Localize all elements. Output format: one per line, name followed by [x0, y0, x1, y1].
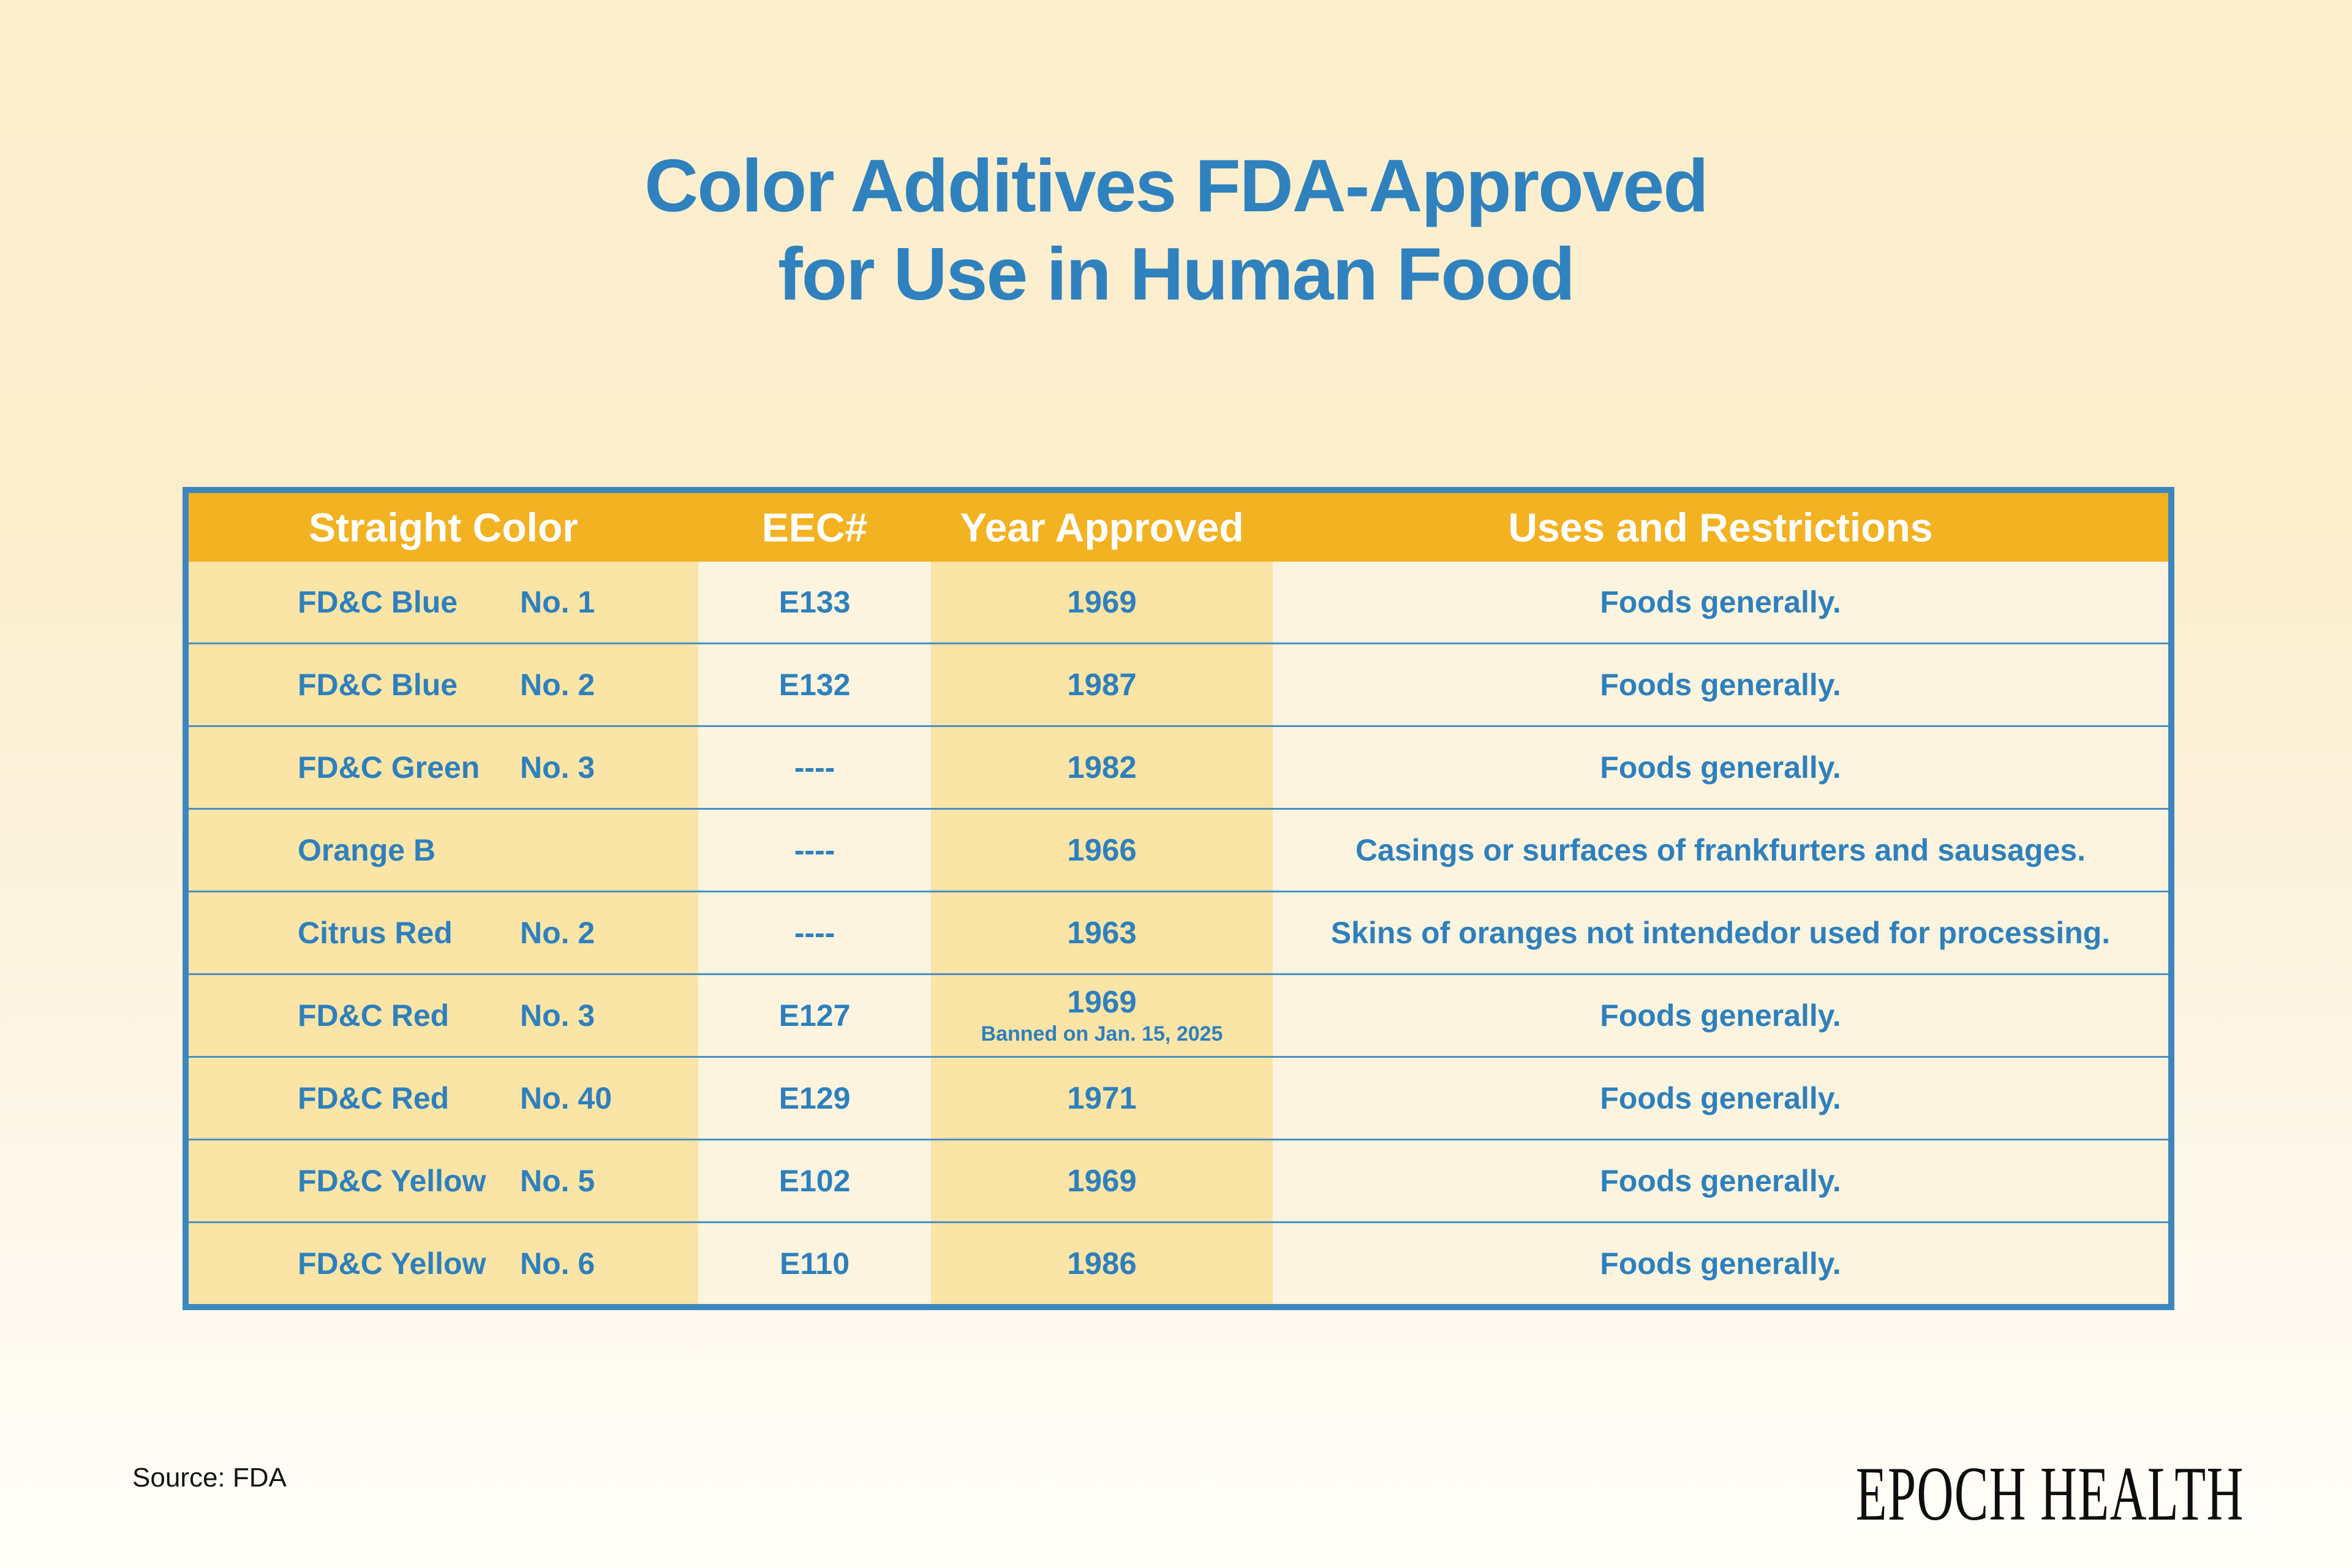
cell-straight-color: FD&C Red No. 3: [189, 975, 698, 1056]
cell-eec: E129: [698, 1058, 931, 1139]
cell-eec: E110: [698, 1223, 931, 1304]
year-value: 1971: [1067, 1080, 1137, 1115]
color-number: No. 2: [520, 668, 595, 702]
header-uses-restrictions: Uses and Restrictions: [1508, 505, 1933, 550]
cell-year: 1969: [931, 562, 1273, 643]
cell-uses: Foods generally.: [1273, 1140, 2168, 1221]
table-row: FD&C Red No. 3 E127 1969 Banned on Jan. …: [189, 973, 2168, 1056]
color-name: Orange B: [298, 833, 436, 867]
cell-year: 1987: [931, 644, 1273, 725]
cell-straight-color: FD&C Green No. 3: [189, 727, 698, 808]
table-header-row: Straight Color EEC# Year Approved Uses a…: [189, 493, 2168, 562]
header-straight-color: Straight Color: [309, 505, 578, 550]
year-value: 1969: [1067, 1163, 1137, 1198]
table-row: FD&C Blue No. 1 E133 1969 Foods generall…: [189, 562, 2168, 643]
year-note: Banned on Jan. 15, 2025: [981, 1022, 1223, 1046]
color-name: FD&C Yellow: [298, 1164, 486, 1198]
cell-year: 1982: [931, 727, 1273, 808]
cell-year: 1969: [931, 1140, 1273, 1221]
year-value: 1986: [1067, 1245, 1137, 1281]
cell-eec: ----: [698, 727, 931, 808]
table-row: FD&C Yellow No. 5 E102 1969 Foods genera…: [189, 1139, 2168, 1221]
cell-eec: E127: [698, 975, 931, 1056]
cell-uses: Casings or surfaces of frankfurters and …: [1273, 810, 2168, 891]
cell-uses: Foods generally.: [1273, 727, 2168, 808]
color-number: No. 40: [520, 1081, 612, 1115]
cell-uses: Foods generally.: [1273, 1058, 2168, 1139]
color-number: No. 6: [520, 1246, 595, 1281]
color-number: No. 1: [520, 585, 595, 619]
source-credit: Source: FDA: [132, 1463, 287, 1493]
cell-straight-color: FD&C Blue No. 2: [189, 644, 698, 725]
color-name: FD&C Red: [298, 1081, 450, 1115]
year-value: 1966: [1067, 832, 1137, 867]
page-title-line2: for Use in Human Food: [778, 232, 1575, 315]
table-row: FD&C Green No. 3 ---- 1982 Foods general…: [189, 725, 2168, 808]
cell-straight-color: FD&C Yellow No. 6: [189, 1223, 698, 1304]
header-eec: EEC#: [761, 505, 868, 550]
color-name: FD&C Green: [298, 750, 480, 785]
cell-year: 1971: [931, 1058, 1273, 1139]
cell-eec: E132: [698, 644, 931, 725]
cell-year: 1969 Banned on Jan. 15, 2025: [931, 975, 1273, 1056]
color-name: FD&C Blue: [298, 668, 458, 702]
year-value: 1963: [1067, 914, 1137, 950]
cell-uses: Foods generally.: [1273, 1223, 2168, 1304]
cell-uses: Foods generally.: [1273, 644, 2168, 725]
page-title: Color Additives FDA-Approved for Use in …: [0, 142, 2352, 318]
color-name: FD&C Red: [298, 998, 450, 1033]
epoch-health-logo: EPOCH HEALTH: [1855, 1452, 2244, 1537]
year-value: 1987: [1067, 666, 1137, 702]
cell-straight-color: FD&C Yellow No. 5: [189, 1140, 698, 1221]
color-name: Citrus Red: [298, 916, 453, 950]
table-row: FD&C Red No. 40 E129 1971 Foods generall…: [189, 1056, 2168, 1139]
table-row: FD&C Blue No. 2 E132 1987 Foods generall…: [189, 643, 2168, 725]
color-number: No. 5: [520, 1164, 595, 1198]
cell-year: 1966: [931, 810, 1273, 891]
cell-eec: E133: [698, 562, 931, 643]
cell-eec: ----: [698, 892, 931, 973]
cell-straight-color: FD&C Red No. 40: [189, 1058, 698, 1139]
color-name: FD&C Blue: [298, 585, 458, 619]
header-year-approved: Year Approved: [960, 505, 1244, 550]
additives-table: Straight Color EEC# Year Approved Uses a…: [183, 487, 2174, 1310]
cell-straight-color: Citrus Red No. 2: [189, 892, 698, 973]
cell-uses: Foods generally.: [1273, 975, 2168, 1056]
page-title-line1: Color Additives FDA-Approved: [644, 144, 1709, 227]
cell-uses: Foods generally.: [1273, 562, 2168, 643]
year-value: 1969: [1067, 584, 1137, 619]
year-value: 1969: [1067, 984, 1137, 1019]
year-value: 1982: [1067, 749, 1137, 785]
table-row: Orange B ---- 1966 Casings or surfaces o…: [189, 808, 2168, 891]
table-row: FD&C Yellow No. 6 E110 1986 Foods genera…: [189, 1221, 2168, 1304]
cell-year: 1986: [931, 1223, 1273, 1304]
color-name: FD&C Yellow: [298, 1246, 486, 1281]
cell-straight-color: Orange B: [189, 810, 698, 891]
cell-year: 1963: [931, 892, 1273, 973]
cell-uses: Skins of oranges not intendedor used for…: [1273, 892, 2168, 973]
color-number: No. 3: [520, 998, 595, 1033]
table-row: Citrus Red No. 2 ---- 1963 Skins of oran…: [189, 891, 2168, 973]
cell-eec: ----: [698, 810, 931, 891]
color-number: No. 2: [520, 916, 595, 950]
color-number: No. 3: [520, 750, 595, 785]
cell-straight-color: FD&C Blue No. 1: [189, 562, 698, 643]
cell-eec: E102: [698, 1140, 931, 1221]
